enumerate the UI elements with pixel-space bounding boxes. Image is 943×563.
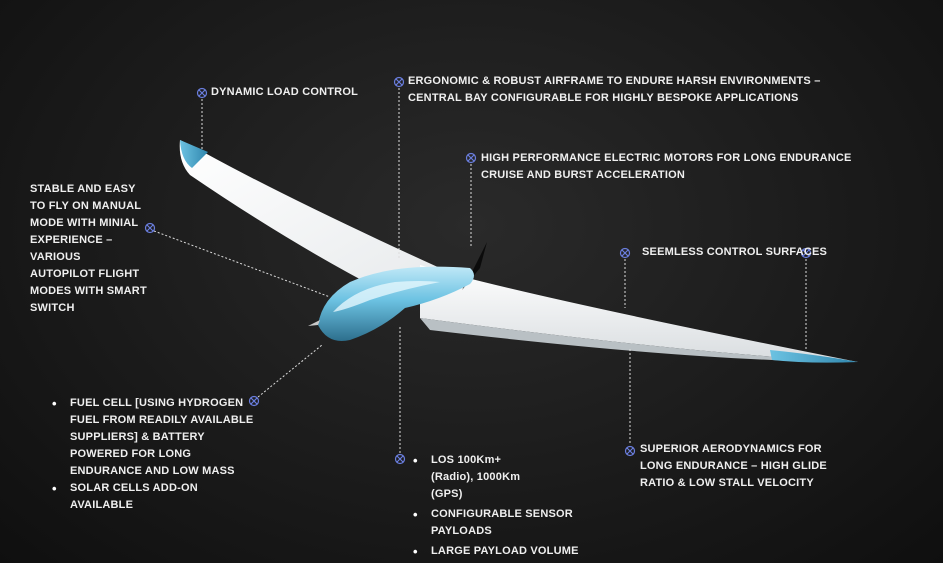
marker-icon (465, 152, 477, 164)
right-wingtip (770, 350, 858, 363)
nose (308, 320, 320, 326)
callout-aerodynamics: SUPERIOR AERODYNAMICS FOR LONG ENDURANCE… (640, 443, 827, 489)
marker-icon (393, 76, 405, 88)
marker-icon (800, 247, 812, 259)
callout-dynamic-load: DYNAMIC LOAD CONTROL (211, 86, 358, 98)
fuselage (318, 266, 474, 341)
left-wingtip (180, 140, 208, 168)
right-wing (420, 265, 858, 362)
callout-airframe: ERGONOMIC & ROBUST AIRFRAME TO ENDURE HA… (408, 75, 821, 104)
marker-icon (144, 222, 156, 234)
list-item: LOS 100Km+ (Radio), 1000Km (GPS) (411, 452, 541, 503)
callout-motors: HIGH PERFORMANCE ELECTRIC MOTORS FOR LON… (481, 152, 852, 181)
list-item: SOLAR CELLS ADD-ON AVAILABLE (50, 480, 260, 514)
fuselage-highlight (333, 281, 440, 312)
callout-stable-flight: STABLE AND EASY TO FLY ON MANUAL MODE WI… (30, 183, 147, 314)
leader-fuel (257, 344, 323, 398)
list-item: LARGE PAYLOAD VOLUME (411, 543, 581, 560)
leader-stable (153, 230, 331, 298)
marker-icon (619, 247, 631, 259)
list-item: CONFIGURABLE SENSOR PAYLOADS (411, 506, 581, 540)
list-item: FUEL CELL [USING HYDROGEN FUEL FROM READ… (50, 395, 260, 480)
marker-icon (394, 453, 406, 465)
marker-icon (196, 87, 208, 99)
payload-feature-list: LOS 100Km+ (Radio), 1000Km (GPS) CONFIGU… (411, 452, 581, 560)
marker-icon (624, 445, 636, 457)
callout-control-surfaces: SEEMLESS CONTROL SURFACES (642, 246, 828, 258)
left-wing (179, 140, 462, 300)
fuel-feature-list: FUEL CELL [USING HYDROGEN FUEL FROM READ… (50, 395, 260, 514)
